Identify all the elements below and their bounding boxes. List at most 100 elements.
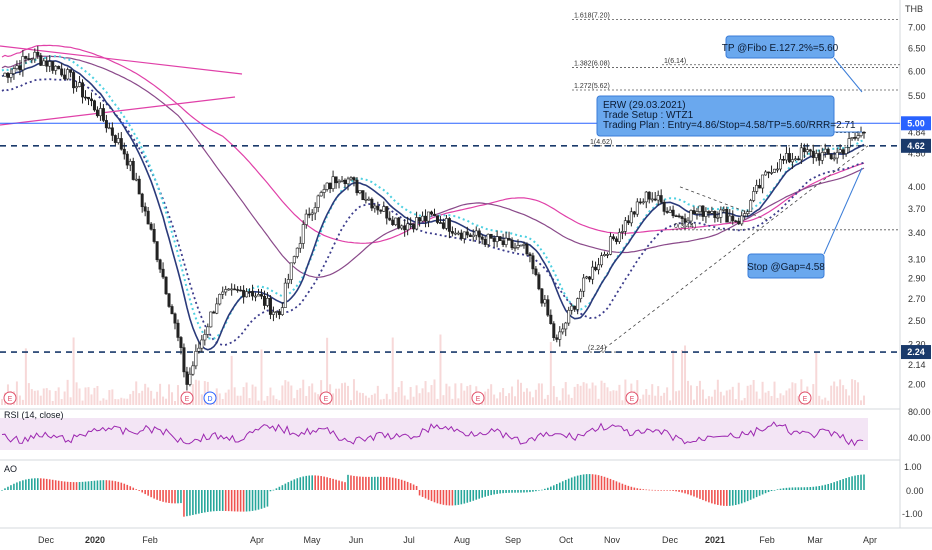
price-axis[interactable]: 7.00 6.50 6.00 5.50 5.00 4.50 4.00 3.70 3.40 3.10… <box>908 22 926 389</box>
volume-bar <box>126 398 129 405</box>
ao-tick-1: 1.00 <box>904 462 922 472</box>
candle-body <box>421 215 425 222</box>
volume-bar <box>636 380 639 405</box>
volume-bar <box>660 395 663 405</box>
ao-bar <box>764 490 767 494</box>
volume-bar <box>194 379 197 405</box>
ao-bar <box>436 490 439 504</box>
candle-body <box>271 311 275 315</box>
ao-bar <box>236 490 239 512</box>
ao-bar <box>445 490 448 506</box>
volume-bar <box>111 389 114 405</box>
volume-bar <box>176 385 179 405</box>
candle-body <box>767 171 771 174</box>
candle-body <box>265 298 269 306</box>
candle-body <box>27 58 31 60</box>
candle-body <box>131 161 135 180</box>
ao-bar <box>573 476 576 490</box>
candle-body <box>224 289 228 293</box>
volume-bar <box>54 390 57 405</box>
ao-bar <box>457 490 460 505</box>
candle-body <box>194 351 198 367</box>
fib-label: 1.382(6.08) <box>574 61 610 68</box>
ao-bar <box>451 490 454 506</box>
ao-bar <box>84 481 87 490</box>
volume-bar <box>153 398 156 405</box>
volume-bar <box>284 380 287 405</box>
ao-bar <box>627 485 630 490</box>
volume-bar <box>15 381 18 405</box>
volume-bar <box>606 387 609 405</box>
ao-bar <box>10 485 12 490</box>
candle-body <box>155 241 159 261</box>
candle-body <box>158 259 162 270</box>
candle-body <box>161 268 165 278</box>
candle-body <box>441 222 445 229</box>
ao-bar <box>746 490 749 502</box>
candle-body <box>561 328 565 333</box>
event-marker <box>319 391 333 405</box>
candle-body <box>677 215 681 218</box>
candle-body <box>370 198 374 209</box>
candle-body <box>66 69 70 80</box>
volume-bar <box>698 380 701 405</box>
volume-bar <box>678 390 681 405</box>
volume-bar <box>749 384 752 405</box>
ao-bar <box>218 490 221 511</box>
volume-bar <box>582 382 585 405</box>
ao-bar <box>311 475 314 490</box>
ao-bar <box>851 476 853 490</box>
volume-bar <box>687 380 690 405</box>
volume-bar <box>457 398 460 405</box>
volume-bar <box>451 398 454 405</box>
candle-body <box>444 218 448 229</box>
volume-bar <box>713 389 716 405</box>
candle-body <box>230 288 234 291</box>
volume-bar <box>836 386 839 405</box>
volume-bar <box>502 387 505 405</box>
ao-bar <box>380 476 382 490</box>
candle-body <box>495 236 499 242</box>
time-label: Dec <box>662 535 679 545</box>
ao-bar <box>717 490 719 505</box>
ao-bar <box>111 480 114 490</box>
ao-histogram <box>1 474 865 517</box>
candle-body <box>424 215 428 222</box>
ao-bar <box>192 490 194 515</box>
ao-bar <box>54 480 57 490</box>
candle-body <box>239 289 243 292</box>
volume-bar <box>573 386 576 405</box>
ao-bar <box>854 475 856 490</box>
candle-body <box>406 223 410 231</box>
ao-bar <box>177 490 179 504</box>
volume-bar <box>257 400 260 405</box>
time-label: Apr <box>250 535 264 545</box>
ao-bar <box>708 490 710 503</box>
candle-body <box>647 191 651 200</box>
candle-body <box>516 245 520 248</box>
ao-bar <box>523 490 525 493</box>
volume-bar <box>84 387 87 405</box>
time-axis[interactable]: Dec 2020 Feb Apr May Jun Jul Aug Sep Oct Nov Dec 202… <box>38 535 877 545</box>
volume-bar <box>549 341 552 405</box>
candle-body <box>340 179 344 182</box>
volume-bar <box>215 388 218 405</box>
volume-bar <box>311 383 314 405</box>
price-tick: 2.50 <box>908 316 926 326</box>
volume-bar <box>45 388 48 405</box>
candle-body <box>113 135 117 143</box>
ao-bar <box>269 490 272 492</box>
price-tick: 2.70 <box>908 294 926 304</box>
volume-bar <box>654 395 657 405</box>
ao-bar <box>227 490 230 512</box>
volume-bar <box>242 387 245 405</box>
ao-bar <box>672 490 674 491</box>
volume-bar <box>287 381 290 405</box>
volume-bar <box>344 382 347 405</box>
candle-body <box>608 236 612 255</box>
event-marker-label: E <box>630 396 635 403</box>
ao-bar <box>502 490 504 494</box>
candle-body <box>254 295 258 298</box>
candle-body <box>603 254 607 256</box>
volume-bar <box>108 390 111 405</box>
